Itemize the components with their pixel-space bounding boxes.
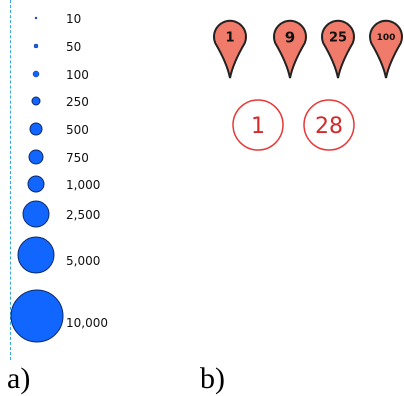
- map-pin-label: 1: [225, 31, 234, 46]
- cluster-label: 1: [251, 114, 265, 139]
- legend-label: 500: [66, 123, 89, 137]
- map-pin-label: 100: [377, 33, 396, 43]
- legend-label: 5,000: [66, 254, 101, 268]
- legend-label: 250: [66, 95, 89, 109]
- map-pin-label: 9: [285, 28, 295, 46]
- legend-circle: [17, 236, 55, 274]
- map-pin-marker: [273, 19, 307, 79]
- legend-label: 10: [66, 12, 82, 26]
- cluster-circle: [232, 99, 284, 151]
- cluster-circle: [303, 99, 355, 151]
- cluster-label: 28: [315, 114, 343, 139]
- legend-label: 750: [66, 151, 89, 165]
- legend-circle: [10, 289, 64, 343]
- map-pin-label: 25: [329, 31, 347, 46]
- legend-circle: [29, 122, 43, 136]
- panel-b-caption: b): [200, 362, 225, 395]
- legend-label: 50: [66, 40, 82, 54]
- map-pin-marker: [321, 19, 355, 79]
- legend-circle: [32, 70, 40, 78]
- panel-a-caption: a): [7, 362, 31, 395]
- legend-label: 1,000: [66, 178, 101, 192]
- legend-label: 100: [66, 68, 89, 82]
- legend-label: 10,000: [66, 316, 108, 330]
- map-pin-marker: [213, 19, 247, 79]
- legend-circle: [31, 96, 41, 106]
- legend-circle: [33, 43, 39, 49]
- legend-circle: [22, 200, 50, 228]
- legend-circle: [34, 16, 38, 20]
- legend-circle: [27, 175, 45, 193]
- dashed-guide-line: [10, 0, 11, 360]
- legend-label: 2,500: [66, 208, 101, 222]
- map-pin-marker: [369, 19, 403, 79]
- legend-circle: [28, 149, 44, 165]
